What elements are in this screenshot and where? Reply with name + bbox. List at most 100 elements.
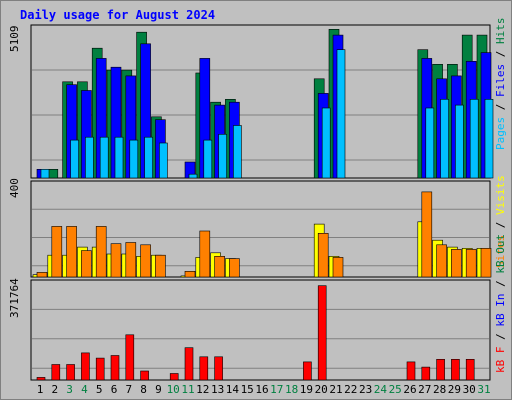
y-max-visits: 400 bbox=[8, 178, 21, 198]
bar-pages-day-7 bbox=[129, 139, 139, 179]
bar-pages-day-13 bbox=[218, 134, 227, 179]
bar-kb-f-day-29 bbox=[451, 358, 460, 381]
bar-kb-f-day-30 bbox=[465, 358, 475, 381]
bar-pages-day-5 bbox=[99, 136, 109, 179]
x-tick-day-5: 5 bbox=[96, 383, 103, 396]
legend-visits: Sites / Visits bbox=[494, 175, 507, 268]
series-bars-kbytes bbox=[36, 285, 475, 381]
chart-title: Daily usage for August 2024 bbox=[20, 8, 215, 22]
x-tick-day-26: 26 bbox=[403, 383, 416, 396]
bar-kb-f-day-12 bbox=[199, 356, 209, 381]
bar-sites-day-9 bbox=[155, 254, 166, 278]
x-tick-day-20: 20 bbox=[315, 383, 328, 396]
x-tick-day-29: 29 bbox=[448, 383, 461, 396]
legend-usage: Pages / Files / Hits bbox=[494, 18, 507, 151]
x-tick-day-10: 10 bbox=[167, 383, 180, 396]
bar-sites-day-3 bbox=[66, 226, 77, 278]
bar-kb-f-day-8 bbox=[140, 370, 149, 381]
bar-sites-day-6 bbox=[110, 243, 122, 278]
bar-kb-f-day-27 bbox=[421, 366, 431, 381]
bar-kb-f-day-7 bbox=[125, 334, 135, 381]
x-tick-day-11: 11 bbox=[181, 383, 194, 396]
bar-pages-day-28 bbox=[440, 99, 449, 179]
bar-sites-day-11 bbox=[184, 270, 196, 278]
x-tick-day-23: 23 bbox=[359, 383, 372, 396]
bar-kb-f-day-4 bbox=[81, 352, 90, 381]
bar-pages-day-14 bbox=[233, 125, 242, 179]
bar-pages-day-31 bbox=[484, 99, 494, 179]
x-tick-day-7: 7 bbox=[125, 383, 132, 396]
x-tick-day-16: 16 bbox=[255, 383, 268, 396]
legend-pages: Pages bbox=[494, 117, 507, 150]
legend-kbytes: kB F / kB In / kB Out bbox=[494, 234, 507, 373]
x-tick-day-15: 15 bbox=[241, 383, 254, 396]
x-tick-day-30: 30 bbox=[463, 383, 476, 396]
bar-kb-f-day-10 bbox=[169, 373, 179, 381]
bar-sites-day-5 bbox=[95, 226, 107, 278]
legend-text: Pages / Files / Hits bbox=[494, 18, 507, 151]
bar-sites-day-30 bbox=[465, 249, 477, 278]
bar-sites-day-21 bbox=[332, 257, 344, 278]
bar-sites-day-31 bbox=[480, 248, 492, 278]
bar-kb-f-day-2 bbox=[51, 364, 61, 381]
y-max-kbytes: 371764 bbox=[8, 278, 21, 318]
bar-kb-f-day-3 bbox=[66, 364, 75, 381]
bar-pages-day-29 bbox=[455, 104, 464, 179]
legend-kb-f: kB F bbox=[494, 347, 507, 374]
bar-pages-day-3 bbox=[70, 139, 79, 179]
x-tick-day-27: 27 bbox=[418, 383, 431, 396]
x-tick-day-12: 12 bbox=[196, 383, 209, 396]
legend-kb-in: kB In bbox=[494, 294, 507, 327]
legend-text: Sites / Visits bbox=[494, 175, 507, 268]
x-tick-day-13: 13 bbox=[211, 383, 224, 396]
bar-pages-day-12 bbox=[203, 139, 213, 179]
legend-files: Files bbox=[494, 64, 507, 97]
x-tick-day-9: 9 bbox=[155, 383, 162, 396]
bar-pages-day-11 bbox=[188, 173, 198, 179]
x-tick-day-19: 19 bbox=[300, 383, 313, 396]
x-tick-day-31: 31 bbox=[477, 383, 490, 396]
x-tick-day-18: 18 bbox=[285, 383, 298, 396]
bar-sites-day-7 bbox=[125, 242, 137, 278]
bar-pages-day-8 bbox=[144, 136, 153, 179]
x-tick-day-25: 25 bbox=[389, 383, 402, 396]
bar-pages-day-4 bbox=[85, 136, 94, 179]
x-tick-day-2: 2 bbox=[51, 383, 58, 396]
bar-kb-f-day-1 bbox=[36, 377, 46, 381]
bar-kb-f-day-28 bbox=[436, 358, 445, 381]
x-tick-day-14: 14 bbox=[226, 383, 240, 396]
x-tick-day-21: 21 bbox=[329, 383, 342, 396]
bar-sites-day-8 bbox=[140, 244, 151, 278]
bar-pages-day-27 bbox=[425, 107, 435, 179]
x-tick-day-3: 3 bbox=[66, 383, 73, 396]
legend-text: kB F / kB In / kB Out bbox=[494, 234, 507, 373]
x-tick-day-24: 24 bbox=[374, 383, 388, 396]
bar-pages-day-30 bbox=[469, 99, 479, 179]
legend-visits: Visits bbox=[494, 175, 507, 215]
bar-sites-day-1 bbox=[36, 272, 48, 278]
bar-kb-f-day-5 bbox=[95, 357, 105, 381]
bar-kb-f-day-19 bbox=[303, 361, 312, 381]
legend-sites: Sites bbox=[494, 235, 507, 268]
x-tick-day-6: 6 bbox=[111, 383, 118, 396]
bar-sites-day-29 bbox=[451, 249, 462, 278]
x-tick-day-28: 28 bbox=[433, 383, 446, 396]
x-tick-day-1: 1 bbox=[37, 383, 44, 396]
x-tick-day-22: 22 bbox=[344, 383, 357, 396]
x-tick-day-8: 8 bbox=[140, 383, 147, 396]
bar-kb-f-day-20 bbox=[317, 285, 327, 381]
bar-sites-day-4 bbox=[81, 250, 92, 278]
legend-kb-out: kB Out bbox=[494, 234, 507, 274]
bar-kb-f-day-26 bbox=[406, 361, 416, 381]
bar-kb-f-day-11 bbox=[184, 347, 194, 381]
bar-pages-day-20 bbox=[321, 107, 331, 179]
bar-pages-day-21 bbox=[336, 49, 346, 179]
bar-sites-day-20 bbox=[317, 233, 329, 278]
bar-pages-day-9 bbox=[159, 142, 168, 179]
series-bars-usage bbox=[36, 28, 494, 179]
bar-pages-day-6 bbox=[114, 136, 124, 179]
series-bars-visits bbox=[32, 191, 492, 278]
x-tick-labels: 1 2 3 4 5 6 7 8 9 10 11 12 13 14 15 16 17 18 19 20 21 22 23 24 2… bbox=[37, 383, 491, 396]
bar-sites-day-13 bbox=[214, 255, 225, 278]
